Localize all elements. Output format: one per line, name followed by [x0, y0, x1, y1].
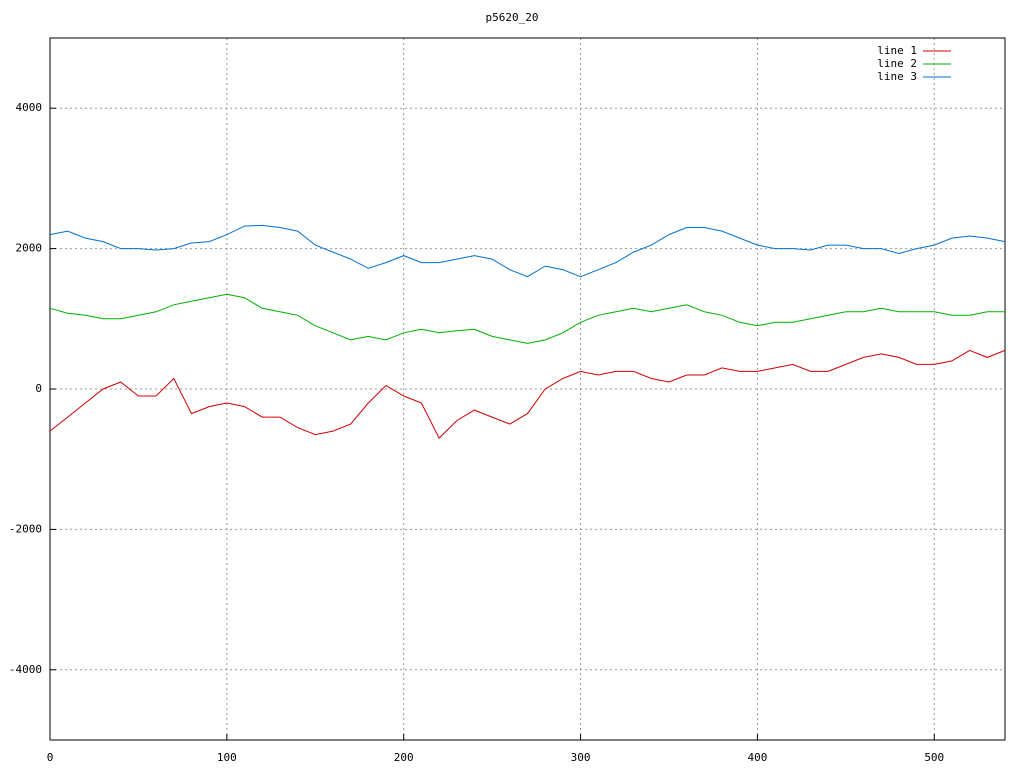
y-tick-label: -4000: [9, 663, 42, 676]
x-tick-label: 0: [47, 751, 54, 764]
x-tick-label: 200: [394, 751, 414, 764]
chart-title: p5620_20: [486, 11, 539, 24]
data-line: [49, 293, 1005, 344]
x-tick-label: 400: [747, 751, 767, 764]
x-tick-label: 100: [217, 751, 237, 764]
y-tick-label: 4000: [16, 101, 43, 114]
y-tick-label: -2000: [9, 522, 42, 535]
y-tick-label: 0: [35, 382, 42, 395]
legend-label: line 1: [877, 44, 917, 57]
plot-frame: [49, 37, 1006, 741]
y-tick-label: 2000: [16, 242, 43, 255]
x-tick-label: 500: [924, 751, 944, 764]
data-line: [49, 224, 1006, 278]
legend-label: line 3: [877, 70, 917, 83]
legend-label: line 2: [877, 57, 917, 70]
data-line: [49, 349, 1006, 439]
x-tick-label: 300: [571, 751, 591, 764]
